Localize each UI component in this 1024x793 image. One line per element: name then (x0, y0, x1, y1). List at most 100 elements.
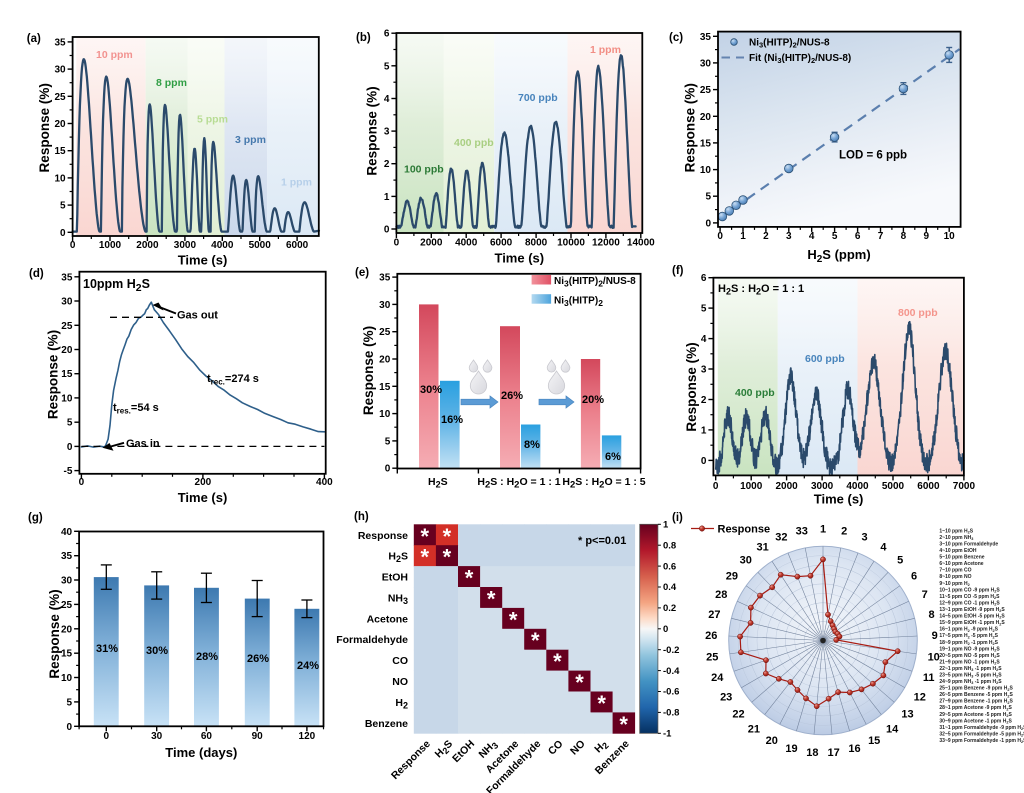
svg-text:15~9 ppm EtOH -1 ppm H2​S: 15~9 ppm EtOH -1 ppm H2​S (939, 620, 1005, 626)
svg-text:(f): (f) (672, 265, 684, 277)
svg-text:30%: 30% (420, 384, 442, 396)
svg-text:31: 31 (756, 541, 768, 553)
svg-text:4: 4 (701, 334, 707, 345)
svg-text:8~10 ppm NO: 8~10 ppm NO (939, 574, 971, 580)
svg-text:16: 16 (848, 743, 860, 755)
svg-text:5: 5 (67, 418, 73, 429)
svg-text:30: 30 (61, 576, 73, 587)
svg-text:2: 2 (763, 231, 769, 242)
svg-text:0: 0 (394, 238, 400, 249)
svg-text:H2S : H2O = 1 : 5: H2S : H2O = 1 : 5 (562, 476, 645, 491)
svg-text:(i): (i) (672, 512, 683, 524)
svg-text:1000: 1000 (740, 481, 763, 492)
svg-text:12~9 ppm CO -1 ppm H2​S: 12~9 ppm CO -1 ppm H2​S (939, 600, 1000, 606)
svg-text:2~10 ppm NH3​: 2~10 ppm NH3​ (939, 535, 973, 541)
svg-text:35: 35 (54, 37, 66, 48)
svg-text:0: 0 (70, 240, 76, 251)
svg-text:*: * (531, 628, 540, 653)
svg-text:10: 10 (379, 409, 391, 420)
svg-text:4000: 4000 (846, 481, 869, 492)
svg-text:10: 10 (700, 165, 712, 176)
svg-text:0: 0 (385, 464, 391, 475)
svg-text:Response: Response (718, 524, 771, 536)
svg-text:18: 18 (806, 747, 818, 759)
svg-text:* p<=0.01: * p<=0.01 (578, 535, 626, 547)
svg-text:3000: 3000 (811, 481, 834, 492)
svg-text:14000: 14000 (627, 238, 655, 249)
svg-text:10 ppm: 10 ppm (96, 49, 133, 61)
svg-text:24: 24 (711, 672, 724, 684)
svg-text:6~10 ppm Acetone: 6~10 ppm Acetone (939, 561, 983, 567)
svg-text:Ni3(HITP)2: Ni3(HITP)2 (554, 295, 603, 308)
svg-text:26%: 26% (501, 390, 523, 402)
svg-text:12000: 12000 (592, 238, 620, 249)
svg-text:30: 30 (379, 300, 391, 311)
svg-text:0: 0 (705, 218, 711, 229)
svg-text:5 ppm: 5 ppm (197, 114, 228, 126)
svg-text:60: 60 (201, 731, 213, 742)
svg-text:1 ppm: 1 ppm (590, 44, 621, 56)
svg-text:0: 0 (79, 477, 85, 488)
svg-text:4: 4 (809, 231, 815, 242)
svg-text:30: 30 (151, 731, 163, 742)
svg-text:Ni3(HITP)2/NUS-8: Ni3(HITP)2/NUS-8 (749, 38, 830, 50)
svg-text:1: 1 (701, 425, 707, 436)
svg-text:27: 27 (708, 609, 720, 621)
svg-text:90: 90 (252, 731, 264, 742)
svg-text:6: 6 (384, 29, 390, 40)
svg-text:24~9 ppm NH3​ -1 ppm H2​S: 24~9 ppm NH3​ -1 ppm H2​S (939, 679, 1002, 685)
svg-text:400 ppb: 400 ppb (735, 387, 775, 399)
svg-text:9: 9 (924, 231, 930, 242)
svg-text:*: * (443, 545, 452, 570)
svg-text:4~10 ppm EtOH: 4~10 ppm EtOH (939, 548, 976, 554)
svg-text:23~5 ppm NH3​ -5 ppm H2​S: 23~5 ppm NH3​ -5 ppm H2​S (939, 673, 1002, 679)
svg-text:Time (s): Time (s) (178, 253, 228, 268)
svg-text:5: 5 (60, 201, 66, 212)
svg-text:1~10 ppm H2​S: 1~10 ppm H2​S (939, 528, 973, 534)
svg-text:5: 5 (897, 555, 903, 567)
svg-text:5000: 5000 (882, 481, 905, 492)
svg-text:20: 20 (61, 345, 73, 356)
svg-text:25: 25 (61, 600, 73, 611)
svg-text:3: 3 (862, 532, 868, 544)
svg-text:20%: 20% (582, 394, 604, 406)
svg-text:Time (s): Time (s) (178, 490, 228, 505)
svg-text:25: 25 (54, 92, 66, 103)
svg-text:8%: 8% (524, 439, 540, 451)
svg-text:5: 5 (832, 231, 838, 242)
svg-text:2: 2 (384, 159, 390, 170)
svg-text:6: 6 (911, 571, 917, 583)
svg-text:-1: -1 (663, 729, 672, 740)
svg-text:(d): (d) (29, 268, 44, 280)
svg-text:Fit (Ni3(HITP)2/NUS-8): Fit (Ni3(HITP)2/NUS-8) (749, 53, 851, 65)
svg-text:11: 11 (923, 672, 935, 684)
svg-text:6000: 6000 (917, 481, 940, 492)
svg-text:4000: 4000 (455, 238, 478, 249)
svg-text:15: 15 (700, 138, 712, 149)
svg-text:*: * (421, 545, 430, 570)
svg-text:9: 9 (932, 630, 938, 642)
svg-text:*: * (443, 524, 452, 549)
svg-text:15: 15 (379, 382, 391, 393)
svg-text:600 ppb: 600 ppb (805, 353, 845, 365)
svg-text:1 ppm: 1 ppm (281, 177, 312, 189)
svg-text:35: 35 (61, 272, 73, 283)
svg-text:10: 10 (61, 393, 73, 404)
svg-text:(h): (h) (354, 511, 369, 523)
svg-text:14~5 ppm EtOH -5 ppm H2​S: 14~5 ppm EtOH -5 ppm H2​S (939, 614, 1005, 620)
svg-text:CO: CO (392, 655, 408, 667)
svg-text:8000: 8000 (525, 238, 548, 249)
svg-text:LOD = 6 ppb: LOD = 6 ppb (839, 150, 907, 162)
svg-text:*: * (553, 649, 562, 674)
svg-text:5: 5 (385, 436, 391, 447)
svg-text:6000: 6000 (490, 238, 513, 249)
svg-text:10: 10 (928, 651, 940, 663)
svg-text:17: 17 (827, 747, 839, 759)
svg-text:*: * (597, 691, 606, 716)
svg-text:1: 1 (663, 520, 669, 531)
svg-text:-0.8: -0.8 (663, 708, 679, 719)
svg-text:0: 0 (67, 442, 73, 453)
svg-text:25: 25 (706, 651, 718, 663)
svg-text:400 ppb: 400 ppb (454, 137, 494, 149)
svg-text:0: 0 (701, 456, 707, 467)
